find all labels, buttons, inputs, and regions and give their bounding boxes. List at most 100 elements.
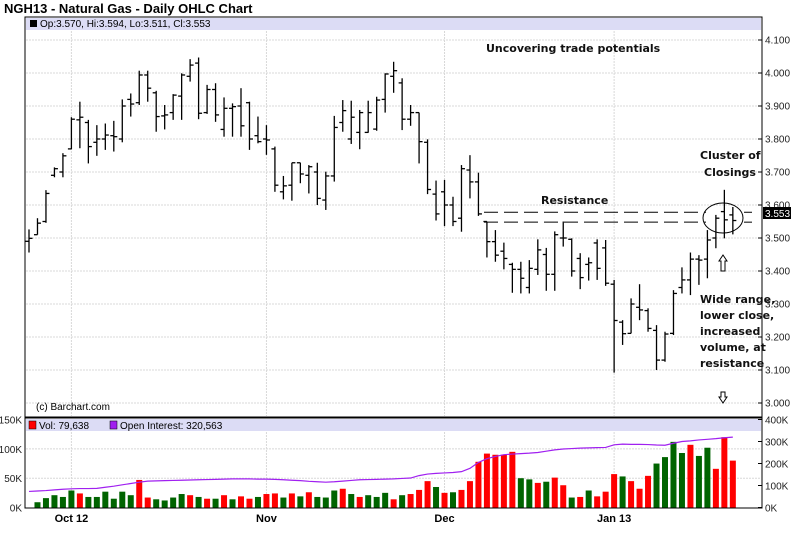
volume-bar bbox=[390, 499, 397, 508]
ohlc-bar bbox=[441, 179, 449, 227]
volume-bar bbox=[170, 497, 177, 508]
volume-bar bbox=[466, 481, 473, 508]
volume-bar bbox=[280, 497, 287, 508]
volume-bar bbox=[399, 495, 406, 508]
ohlc-bar bbox=[695, 255, 703, 285]
volume-bar bbox=[441, 492, 448, 508]
volume-bar bbox=[271, 493, 278, 508]
volume-bar bbox=[645, 475, 652, 508]
ohlc-bar bbox=[619, 320, 627, 345]
ohlc-bar bbox=[602, 239, 610, 286]
ohlc-bar bbox=[279, 175, 287, 200]
volume-bar bbox=[136, 479, 143, 508]
open-interest-line bbox=[28, 436, 733, 493]
volume-bar bbox=[568, 497, 575, 508]
volume-axis: 0K 50K 100K 150K 0K 100K 200K 300K 400K bbox=[0, 416, 789, 515]
volume-bar bbox=[221, 495, 228, 508]
ohlc-bar bbox=[186, 59, 194, 82]
volume-bar bbox=[492, 454, 499, 508]
price-tick-label: 3.100 bbox=[765, 366, 790, 377]
ohlc-bar bbox=[610, 279, 618, 373]
ohlc-bar bbox=[144, 70, 152, 102]
ohlc-bar bbox=[525, 260, 533, 294]
volume-bar bbox=[373, 496, 380, 508]
volume-bar bbox=[500, 454, 507, 508]
volume-bar bbox=[433, 486, 440, 508]
ohlc-bar bbox=[381, 73, 389, 113]
volume-bar bbox=[254, 496, 261, 508]
volume-bar bbox=[127, 495, 134, 508]
volume-bar bbox=[288, 493, 295, 508]
x-tick-label: Dec bbox=[434, 513, 454, 525]
ohlc-bar bbox=[483, 220, 491, 258]
volume-bar bbox=[365, 495, 372, 508]
volume-bar bbox=[653, 463, 660, 508]
ohlc-bar bbox=[686, 252, 694, 296]
cluster-ellipse bbox=[702, 202, 744, 234]
annotation-wide-1: Wide range, bbox=[700, 293, 775, 306]
up-arrow-icon bbox=[718, 254, 728, 272]
volume-bar bbox=[204, 498, 211, 508]
price-tick-label: 3.500 bbox=[765, 234, 790, 245]
volume-bar bbox=[93, 496, 100, 508]
price-tick-label: 3.200 bbox=[765, 333, 790, 344]
ohlc-bar bbox=[373, 96, 381, 131]
ohlc-bar bbox=[407, 105, 415, 126]
volume-bar bbox=[110, 498, 117, 508]
volume-bar bbox=[695, 455, 702, 508]
last-price-box bbox=[763, 207, 791, 219]
copyright: (c) Barchart.com bbox=[36, 402, 110, 413]
ohlc-bar bbox=[636, 284, 644, 321]
ohlc-bar bbox=[424, 139, 432, 195]
down-arrow-icon bbox=[718, 391, 728, 404]
ohlc-bar bbox=[644, 308, 652, 332]
volume-bar bbox=[416, 489, 423, 508]
volume-tick-label: 0K bbox=[10, 504, 23, 515]
ohlc-bar bbox=[101, 123, 109, 150]
volume-header-band bbox=[26, 419, 761, 431]
ohlc-bar bbox=[347, 100, 355, 144]
volume-bar bbox=[153, 499, 160, 508]
ohlc-bar bbox=[729, 206, 737, 235]
ohlc-bar bbox=[678, 267, 686, 294]
ohlc-bar bbox=[135, 70, 143, 106]
ohlc-bar bbox=[653, 325, 661, 370]
ohlc-bar bbox=[203, 84, 211, 114]
oi-tick-label: 100K bbox=[765, 482, 789, 493]
volume-bar bbox=[577, 496, 584, 508]
volume-bar bbox=[543, 481, 550, 508]
ohlc-bar bbox=[449, 196, 457, 227]
volume-bar bbox=[517, 478, 524, 508]
annotation-wide-4: volume, at bbox=[700, 341, 766, 354]
annotation-cluster-2: Closings bbox=[704, 166, 756, 179]
ohlc-bar bbox=[551, 231, 559, 291]
vol-legend-swatch bbox=[28, 420, 37, 430]
volume-bar bbox=[619, 476, 626, 508]
ohlc-header-band bbox=[26, 18, 761, 30]
volume-bar bbox=[238, 496, 244, 508]
volume-bar bbox=[509, 451, 516, 508]
volume-tick-label: 50K bbox=[4, 474, 22, 485]
ohlc-legend-square bbox=[30, 20, 37, 27]
price-tick-label: 4.100 bbox=[765, 36, 790, 47]
volume-bar bbox=[42, 498, 49, 508]
volume-bar bbox=[297, 496, 304, 508]
x-tick-label: Nov bbox=[256, 513, 278, 525]
volume-bar bbox=[314, 496, 321, 508]
volume-bar bbox=[305, 492, 312, 508]
oi-tick-label: 0K bbox=[765, 504, 778, 515]
volume-bar bbox=[534, 482, 541, 508]
volume-bar bbox=[195, 496, 202, 508]
ohlc-bar bbox=[161, 105, 169, 130]
volume-bar bbox=[729, 460, 736, 508]
volume-bar bbox=[712, 468, 719, 508]
volume-bar bbox=[670, 441, 677, 508]
volume-bar bbox=[551, 477, 558, 508]
volume-bar bbox=[450, 492, 456, 508]
volume-bar bbox=[407, 494, 414, 508]
resistance-lines bbox=[484, 211, 752, 223]
ohlc-bar bbox=[415, 111, 423, 164]
oi-legend-swatch bbox=[109, 420, 118, 430]
ohlc-bar bbox=[517, 261, 525, 294]
